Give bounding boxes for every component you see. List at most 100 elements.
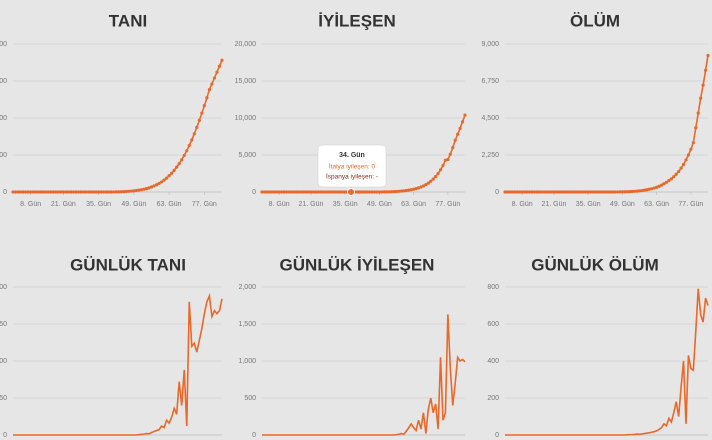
y-tick-label: 500 — [244, 395, 256, 402]
point — [633, 189, 637, 193]
point — [623, 190, 627, 194]
point — [107, 190, 111, 194]
point — [187, 143, 191, 148]
y-tick-label: 5,000 — [0, 115, 7, 122]
point — [175, 165, 179, 169]
point — [584, 190, 588, 194]
point — [360, 190, 364, 194]
point — [147, 186, 151, 190]
point — [657, 184, 661, 188]
point — [589, 190, 593, 194]
point — [436, 171, 440, 176]
y-tick-label: 0 — [3, 432, 7, 439]
point — [91, 190, 96, 194]
point — [701, 83, 705, 87]
line — [505, 288, 709, 436]
point — [129, 189, 133, 193]
point — [645, 188, 649, 192]
point — [172, 168, 176, 172]
point — [426, 181, 430, 185]
point — [458, 126, 462, 130]
chart-title: TANI — [109, 11, 147, 30]
y-tick-label: 7,500 — [0, 78, 7, 85]
point — [331, 190, 335, 194]
point — [696, 111, 700, 115]
chart-title: GÜNLÜK İYİLEŞEN — [280, 255, 435, 274]
point — [581, 190, 585, 194]
point — [390, 190, 394, 194]
point — [542, 190, 546, 194]
point — [220, 58, 224, 62]
point — [167, 174, 171, 178]
x-tick-label: 21. Gün — [51, 201, 76, 208]
point — [170, 171, 174, 175]
y-tick-label: 2,250 — [481, 152, 499, 159]
point — [69, 190, 73, 194]
point — [217, 64, 222, 68]
point — [655, 185, 659, 189]
y-tick-label: 15,000 — [235, 78, 257, 85]
point — [309, 190, 313, 194]
point — [26, 190, 30, 194]
x-tick-label: 49. Gün — [367, 201, 392, 208]
point — [287, 190, 291, 194]
point — [453, 138, 457, 142]
point — [652, 186, 656, 190]
y-tick-label: 2,000 — [238, 284, 256, 291]
point — [552, 190, 556, 194]
x-tick-label: 77. Gün — [192, 201, 217, 208]
point — [368, 190, 372, 194]
point — [316, 190, 320, 194]
point — [299, 190, 303, 194]
point — [596, 190, 600, 194]
point — [31, 190, 35, 194]
point — [36, 190, 40, 194]
point — [544, 190, 549, 194]
point — [370, 190, 374, 194]
point — [522, 190, 527, 194]
tooltip-title: 34. Gün — [339, 152, 365, 159]
point — [407, 188, 411, 192]
point — [343, 190, 347, 194]
point — [630, 189, 634, 194]
point — [569, 190, 573, 194]
point — [382, 190, 386, 194]
point — [669, 177, 673, 181]
point — [699, 96, 703, 100]
point — [294, 190, 298, 194]
point — [64, 190, 68, 194]
point — [576, 190, 580, 194]
point — [625, 190, 629, 194]
point — [684, 158, 688, 162]
point — [659, 183, 664, 187]
point — [21, 190, 25, 194]
point — [392, 190, 396, 194]
point — [628, 189, 632, 194]
point — [463, 113, 467, 117]
y-tick-label: 0 — [3, 189, 7, 196]
x-tick-label: 49. Gün — [610, 201, 635, 208]
point — [200, 111, 204, 115]
point — [564, 190, 568, 194]
point — [86, 190, 91, 194]
point — [61, 190, 65, 194]
point — [109, 190, 113, 194]
point — [637, 189, 642, 193]
x-tick-label: 8. Gün — [20, 201, 41, 208]
point — [434, 174, 438, 179]
point — [510, 190, 514, 194]
y-tick-label: 3,750 — [0, 321, 7, 328]
point — [380, 190, 384, 194]
point — [272, 190, 276, 194]
point — [562, 190, 566, 194]
point — [117, 190, 121, 194]
x-tick-label: 21. Gün — [298, 201, 323, 208]
point — [152, 184, 156, 188]
point — [513, 190, 517, 194]
point — [385, 190, 389, 194]
point — [41, 190, 45, 194]
point — [549, 190, 554, 194]
chart-title: ÖLÜM — [570, 11, 620, 30]
point — [667, 179, 671, 183]
